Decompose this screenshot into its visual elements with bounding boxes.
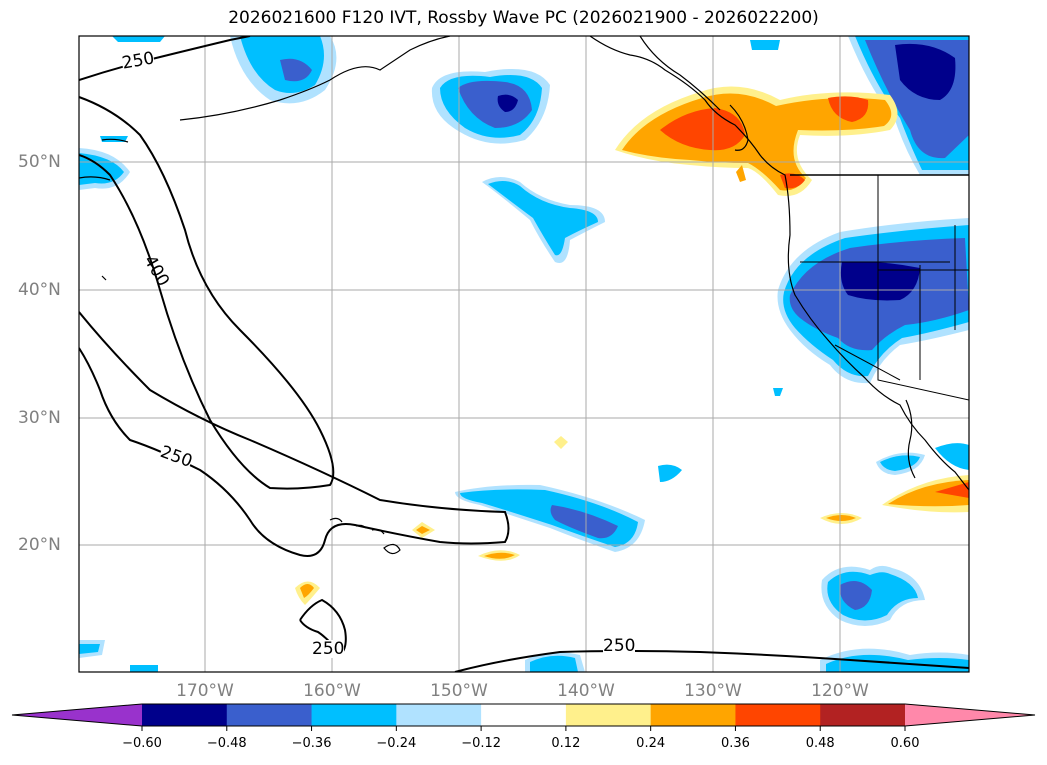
colorbar-tick-label: −0.60 [122,736,162,751]
contour-label: 250 [603,636,636,656]
negative-anomaly-region [458,80,532,128]
colorbar-tick-label: −0.24 [376,736,417,751]
ivt-anomaly-shading [79,36,969,672]
positive-anomaly-region [554,436,568,449]
colorbar-segment [565,704,652,726]
colorbar-extend-low [12,704,142,726]
lat-label-40n: 40°N [18,280,61,300]
lon-label-140w: 140°W [557,681,615,701]
map-title: 2026021600 F120 IVT, Rossby Wave PC (202… [228,8,819,28]
negative-anomaly-region [112,36,165,42]
lon-label-150w: 150°W [430,681,488,701]
colorbar-tick-label: 0.24 [636,736,666,751]
negative-anomaly-region [497,94,518,112]
lat-label-20n: 20°N [18,535,61,555]
positive-anomaly-region [736,165,746,182]
colorbar-segment [650,704,736,726]
negative-anomaly-region [550,505,618,539]
negative-anomaly-region [79,644,100,654]
colorbar-tick-label: −0.12 [461,736,502,751]
negative-anomaly-region [839,581,872,610]
lon-label-130w: 130°W [684,681,742,701]
positive-anomaly-region [416,526,430,534]
negative-anomaly-region [280,58,312,82]
negative-anomaly-region [488,180,598,256]
colorbar-tick-label: −0.36 [291,736,332,751]
lat-label-50n: 50°N [18,152,61,172]
negative-anomaly-region [773,388,783,396]
colorbar-tick-label: 0.12 [551,736,581,751]
positive-anomaly-region [888,480,969,507]
lon-label-120w: 120°W [811,681,869,701]
gridlines [79,36,969,672]
colorbar-segment [396,704,482,726]
colorbar-segment [481,704,567,726]
positive-anomaly-region [484,552,515,559]
negative-anomaly-region [658,464,682,482]
positive-anomaly-region [826,515,856,521]
negative-anomaly-region [880,455,920,471]
colorbar-tick-label: 0.60 [890,736,920,751]
negative-anomaly-region [895,43,956,100]
negative-anomaly-region [935,443,969,470]
colorbar-segment [820,704,906,726]
colorbar-extend-high [905,704,1035,726]
colorbar-segment [226,704,313,726]
lon-label-170w: 170°W [176,681,234,701]
contour-label: 250 [312,639,345,659]
map-frame [78,35,970,673]
colorbar-tick-label: 0.36 [720,736,750,751]
colorbar [11,703,1036,731]
colorbar-segment [142,704,228,726]
negative-anomaly-region [750,40,780,50]
lat-label-30n: 30°N [18,408,61,428]
positive-anomaly-region [935,482,969,498]
positive-anomaly-region [300,584,314,598]
lon-label-160w: 160°W [303,681,361,701]
positive-anomaly-region [828,96,869,122]
coastlines [79,36,969,555]
colorbar-segment [311,704,397,726]
negative-anomaly-region [130,665,158,672]
colorbar-segment [735,704,821,726]
colorbar-tick-label: 0.48 [805,736,835,751]
negative-anomaly-region [840,261,920,301]
colorbar-tick-label: −0.48 [206,736,247,751]
negative-anomaly-region [530,655,578,672]
